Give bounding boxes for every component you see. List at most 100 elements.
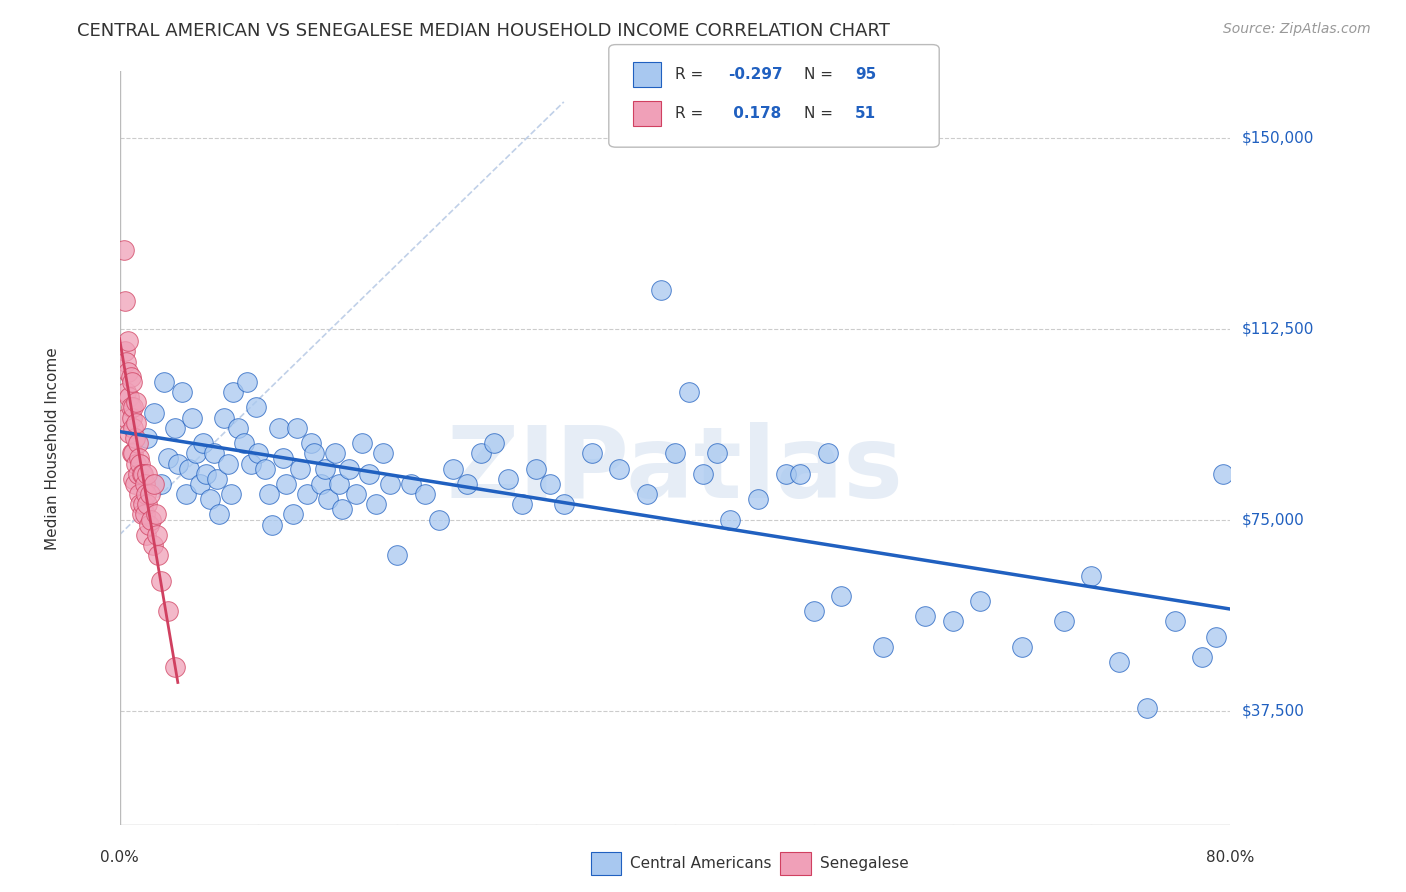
- Point: [1205, 630, 1227, 644]
- Point: [114, 344, 136, 359]
- Point: [942, 615, 965, 629]
- Point: [380, 476, 402, 491]
- Point: [247, 446, 270, 460]
- Point: [299, 436, 322, 450]
- Point: [337, 461, 360, 475]
- Text: $112,500: $112,500: [1241, 321, 1313, 336]
- Text: $75,000: $75,000: [1241, 512, 1305, 527]
- Point: [127, 436, 149, 450]
- Point: [692, 467, 714, 481]
- Point: [135, 487, 157, 501]
- Text: R =: R =: [675, 106, 709, 120]
- Point: [259, 487, 281, 501]
- Point: [373, 446, 395, 460]
- Point: [145, 508, 167, 522]
- Point: [240, 457, 263, 471]
- Point: [163, 421, 186, 435]
- Text: CENTRAL AMERICAN VS SENEGALESE MEDIAN HOUSEHOLD INCOME CORRELATION CHART: CENTRAL AMERICAN VS SENEGALESE MEDIAN HO…: [77, 22, 890, 40]
- Point: [328, 476, 350, 491]
- Point: [121, 375, 143, 389]
- Point: [775, 467, 797, 481]
- Point: [1191, 650, 1213, 665]
- Point: [273, 451, 295, 466]
- Point: [115, 385, 138, 400]
- Point: [122, 421, 145, 435]
- Point: [180, 410, 202, 425]
- Point: [1212, 467, 1234, 481]
- Point: [914, 609, 936, 624]
- Point: [202, 446, 225, 460]
- Point: [129, 457, 152, 471]
- Point: [233, 436, 256, 450]
- Point: [427, 512, 450, 526]
- Point: [136, 497, 159, 511]
- Point: [122, 472, 145, 486]
- Point: [314, 461, 336, 475]
- Text: 51: 51: [855, 106, 876, 120]
- Point: [170, 385, 193, 400]
- Point: [188, 476, 211, 491]
- Point: [128, 451, 150, 466]
- Point: [132, 467, 155, 481]
- Point: [441, 461, 464, 475]
- Point: [236, 375, 259, 389]
- Point: [194, 467, 217, 481]
- Point: [124, 431, 146, 445]
- Point: [143, 406, 166, 420]
- Point: [830, 589, 852, 603]
- Text: $37,500: $37,500: [1241, 703, 1305, 718]
- Point: [413, 487, 436, 501]
- Point: [153, 375, 176, 389]
- Point: [142, 538, 165, 552]
- Point: [323, 446, 346, 460]
- Point: [120, 401, 142, 415]
- Point: [198, 492, 221, 507]
- Point: [316, 492, 339, 507]
- Point: [118, 390, 141, 404]
- Text: Senegalese: Senegalese: [820, 856, 908, 871]
- Point: [136, 467, 159, 481]
- Text: -0.297: -0.297: [728, 67, 783, 81]
- Point: [150, 476, 173, 491]
- Text: 95: 95: [855, 67, 876, 81]
- Point: [150, 574, 173, 588]
- Point: [117, 365, 139, 379]
- Point: [222, 385, 245, 400]
- Point: [510, 497, 533, 511]
- Point: [1080, 568, 1102, 582]
- Point: [352, 436, 374, 450]
- Point: [128, 487, 150, 501]
- Point: [872, 640, 894, 654]
- Point: [124, 476, 146, 491]
- Point: [720, 512, 742, 526]
- Point: [157, 604, 180, 618]
- Point: [139, 487, 162, 501]
- Point: [254, 461, 277, 475]
- Point: [1108, 655, 1130, 669]
- Point: [148, 548, 170, 562]
- Point: [484, 436, 506, 450]
- Point: [177, 461, 200, 475]
- Point: [134, 508, 156, 522]
- Point: [803, 604, 825, 618]
- Point: [117, 334, 139, 349]
- Point: [208, 508, 231, 522]
- Point: [122, 446, 145, 460]
- Point: [226, 421, 249, 435]
- Point: [212, 410, 235, 425]
- Point: [399, 476, 422, 491]
- Point: [288, 461, 311, 475]
- Text: N =: N =: [804, 106, 838, 120]
- Point: [498, 472, 520, 486]
- Point: [678, 385, 700, 400]
- Point: [138, 517, 160, 532]
- Point: [553, 497, 575, 511]
- Point: [359, 467, 381, 481]
- Point: [115, 410, 138, 425]
- Point: [295, 487, 318, 501]
- Point: [274, 476, 298, 491]
- Point: [136, 431, 159, 445]
- Point: [125, 457, 148, 471]
- Point: [1011, 640, 1033, 654]
- Point: [132, 497, 155, 511]
